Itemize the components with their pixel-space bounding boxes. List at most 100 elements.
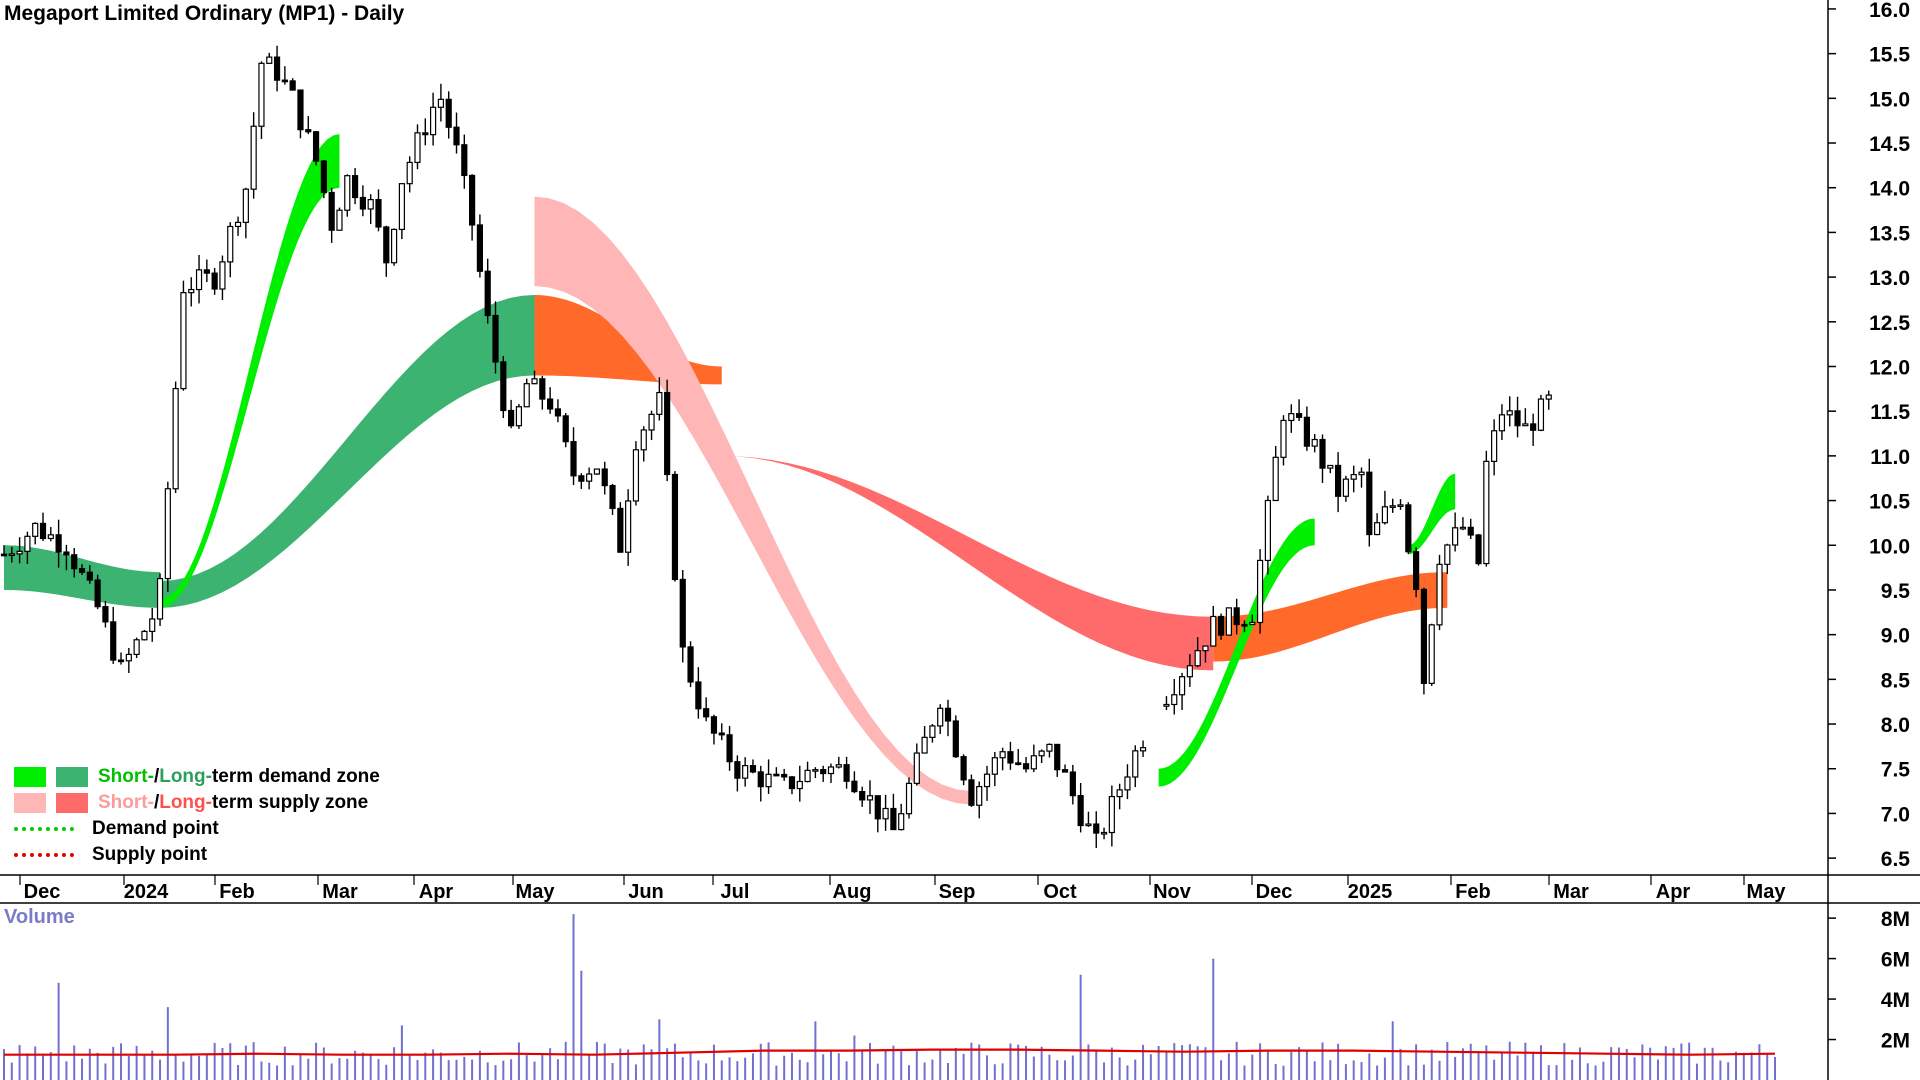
candle <box>1124 764 1131 800</box>
candle <box>203 259 210 283</box>
candle <box>882 794 889 831</box>
volume-tick-label: 8M <box>1881 908 1910 931</box>
x-tick-label: Apr <box>419 881 454 903</box>
zone-band-4 <box>1213 572 1448 662</box>
candle <box>1389 498 1396 513</box>
candle <box>1132 745 1139 788</box>
x-tick-label: Jul <box>721 881 750 903</box>
candle <box>859 786 866 807</box>
x-tick-label: Nov <box>1153 881 1192 903</box>
candle <box>211 267 218 295</box>
y-tick-label: 9.0 <box>1881 625 1910 648</box>
candle <box>929 723 936 743</box>
candle <box>195 254 203 304</box>
candle <box>406 156 413 193</box>
candle <box>625 489 632 566</box>
candle <box>812 767 819 779</box>
legend-supply-zone: Short- / Long-term supply zone <box>14 790 380 816</box>
candle <box>492 301 499 374</box>
candle <box>523 378 530 408</box>
candle <box>24 531 31 564</box>
candle <box>273 45 281 92</box>
y-tick-label: 14.0 <box>1869 178 1910 201</box>
candle <box>632 441 640 506</box>
candle <box>390 228 398 266</box>
candle <box>1327 464 1334 474</box>
candle <box>16 537 23 564</box>
x-tick-label: 2025 <box>1348 881 1393 903</box>
volume-label: Volume <box>4 906 75 928</box>
candle <box>898 803 905 831</box>
candle <box>484 258 491 324</box>
legend-long: Long- <box>159 766 212 787</box>
long-supply-swatch <box>56 793 88 813</box>
candle <box>133 637 140 659</box>
volume-tick-label: 6M <box>1881 949 1910 972</box>
candle <box>32 522 39 545</box>
y-tick-label: 11.5 <box>1870 401 1910 424</box>
candle <box>1225 607 1232 636</box>
candle <box>960 754 967 786</box>
y-tick-label: 8.5 <box>1881 669 1911 692</box>
price-candles <box>0 45 1552 849</box>
candle <box>531 370 538 385</box>
candle <box>1366 458 1373 547</box>
candle <box>1475 533 1482 566</box>
candle <box>1202 645 1209 663</box>
candle <box>866 780 874 814</box>
candle <box>679 569 686 663</box>
candle <box>55 519 62 568</box>
candle <box>757 765 764 802</box>
candle <box>742 757 749 787</box>
x-tick-label: Oct <box>1043 881 1077 903</box>
candle <box>1319 434 1326 483</box>
candle <box>1506 396 1513 427</box>
x-tick-label: Feb <box>1455 881 1491 903</box>
candle <box>890 793 897 831</box>
candle <box>1335 452 1342 513</box>
candle <box>312 130 320 166</box>
y-tick-label: 10.5 <box>1869 491 1910 514</box>
candle <box>1233 598 1240 635</box>
candle <box>1256 549 1264 634</box>
candle <box>1491 419 1498 476</box>
candle <box>414 124 421 170</box>
candle <box>718 723 725 741</box>
candle <box>1342 475 1350 502</box>
candle <box>671 471 679 582</box>
candle <box>258 61 265 140</box>
x-tick-label: Sep <box>939 881 976 903</box>
volume-panel <box>3 914 1776 1080</box>
candle <box>593 468 601 476</box>
candle <box>1022 757 1030 773</box>
candle <box>921 725 928 754</box>
candle <box>1295 399 1303 422</box>
candle <box>500 355 507 418</box>
candle <box>375 189 382 232</box>
candle <box>1069 764 1076 805</box>
candle <box>469 174 476 241</box>
candle <box>110 606 117 664</box>
candle <box>843 756 850 789</box>
candle <box>952 715 959 758</box>
zone-band-6 <box>534 196 972 805</box>
candle <box>1514 396 1521 438</box>
zone-band-8 <box>1408 473 1456 555</box>
chart-title: Megaport Limited Ordinary (MP1) - Daily <box>4 2 405 25</box>
candle <box>476 214 484 278</box>
candle <box>905 777 913 819</box>
candle <box>1350 465 1357 493</box>
candle <box>8 546 15 563</box>
y-tick-label: 9.5 <box>1881 580 1911 603</box>
candle <box>1537 394 1545 432</box>
y-tick-label: 15.5 <box>1869 44 1910 67</box>
candle <box>570 427 577 485</box>
candle <box>141 629 148 641</box>
zone-band-7 <box>1158 518 1315 787</box>
candle <box>788 776 796 795</box>
candle <box>687 641 694 688</box>
candle <box>726 725 733 771</box>
candle <box>1288 404 1295 433</box>
candle <box>461 134 468 189</box>
